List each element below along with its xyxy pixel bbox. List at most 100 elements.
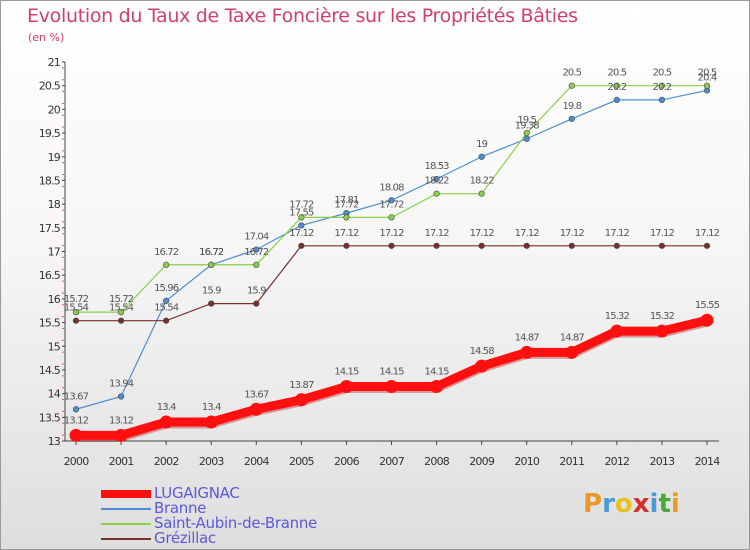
y-tick-label: 15.5 bbox=[39, 317, 61, 330]
data-label: 20.5 bbox=[608, 68, 627, 79]
data-label: 20.2 bbox=[608, 82, 627, 93]
data-label: 18.53 bbox=[425, 161, 450, 172]
data-point bbox=[523, 135, 530, 142]
data-point bbox=[117, 309, 125, 316]
data-label: 20.4 bbox=[698, 72, 717, 83]
y-tick-label: 13 bbox=[48, 435, 61, 448]
y-tick-label: 14.5 bbox=[39, 364, 61, 377]
data-label: 17.81 bbox=[334, 195, 359, 206]
legend-item: Saint-Aubin-de-Branne bbox=[101, 515, 317, 532]
data-label: 13.87 bbox=[289, 380, 314, 391]
data-label: 15.32 bbox=[605, 311, 630, 322]
data-point bbox=[520, 345, 534, 359]
data-point bbox=[388, 197, 395, 204]
data-point bbox=[163, 261, 170, 268]
data-point bbox=[700, 313, 714, 327]
x-tick-label: 2003 bbox=[199, 455, 225, 468]
legend-label: Branne bbox=[154, 499, 207, 517]
data-label: 17.12 bbox=[560, 228, 585, 239]
data-point bbox=[343, 214, 350, 221]
data-label: 20.5 bbox=[562, 68, 581, 79]
data-label: 13.94 bbox=[109, 378, 134, 389]
data-label: 13.67 bbox=[244, 389, 269, 400]
data-point bbox=[430, 380, 444, 394]
legend-swatch bbox=[101, 507, 151, 510]
logo-letter: i bbox=[649, 489, 659, 519]
y-tick-label: 18.5 bbox=[39, 174, 61, 187]
y-tick-label: 20.5 bbox=[39, 80, 61, 93]
series-grezillac bbox=[72, 242, 711, 324]
data-point bbox=[610, 324, 624, 338]
data-label: 17.72 bbox=[334, 199, 359, 210]
data-label: 17.12 bbox=[470, 228, 495, 239]
data-point bbox=[208, 261, 215, 268]
series-lugaignac bbox=[69, 313, 714, 442]
data-label: 16.72 bbox=[244, 247, 269, 258]
data-point bbox=[568, 115, 575, 122]
data-point bbox=[117, 317, 125, 324]
y-tick-label: 16 bbox=[48, 293, 61, 306]
x-tick-label: 2000 bbox=[64, 455, 90, 468]
data-point bbox=[343, 242, 350, 249]
x-tick-label: 2002 bbox=[154, 455, 179, 468]
data-point bbox=[72, 309, 80, 316]
data-point bbox=[478, 242, 485, 249]
data-point bbox=[298, 214, 305, 221]
data-label: 13.12 bbox=[64, 415, 89, 426]
data-label: 15.96 bbox=[154, 283, 179, 294]
data-point bbox=[114, 428, 128, 442]
data-point bbox=[163, 317, 170, 324]
data-label: 17.12 bbox=[334, 228, 359, 239]
data-label: 17.12 bbox=[289, 228, 314, 239]
data-label: 15.72 bbox=[109, 294, 134, 305]
proxiti-logo: Proxiti bbox=[583, 489, 680, 519]
x-tick-label: 2004 bbox=[244, 455, 270, 468]
y-tick-label: 19.5 bbox=[39, 127, 61, 140]
data-label: 20.5 bbox=[698, 68, 717, 79]
data-point bbox=[475, 359, 489, 373]
data-label: 15.54 bbox=[64, 303, 89, 314]
logo-letter: i bbox=[670, 489, 680, 519]
data-label: 17.12 bbox=[605, 228, 630, 239]
series-branne bbox=[72, 87, 711, 413]
data-point bbox=[613, 82, 620, 89]
x-tick-label: 2012 bbox=[604, 455, 629, 468]
y-tick-label: 21 bbox=[48, 56, 60, 69]
data-label: 14.87 bbox=[560, 332, 585, 343]
legend-swatch bbox=[101, 489, 151, 498]
data-label: 18.08 bbox=[379, 182, 404, 193]
data-label: 17.04 bbox=[244, 232, 269, 243]
data-point bbox=[159, 415, 173, 429]
data-label: 17.12 bbox=[515, 228, 540, 239]
data-label: 17.72 bbox=[289, 199, 314, 210]
data-label: 19.8 bbox=[562, 101, 581, 112]
data-point bbox=[703, 242, 711, 249]
data-label: 15.9 bbox=[202, 286, 221, 297]
data-point bbox=[568, 242, 575, 249]
data-point bbox=[565, 345, 579, 359]
data-point bbox=[613, 96, 620, 103]
x-tick-label: 2009 bbox=[469, 455, 495, 468]
data-label: 13.67 bbox=[64, 391, 89, 402]
y-tick-label: 19 bbox=[48, 151, 61, 164]
logo-letter: r bbox=[602, 489, 615, 519]
data-point bbox=[163, 297, 170, 304]
data-label: 17.12 bbox=[695, 228, 720, 239]
data-label: 16.72 bbox=[199, 247, 224, 258]
data-label: 14.15 bbox=[334, 367, 359, 378]
data-point bbox=[703, 82, 711, 89]
data-label: 15.32 bbox=[650, 311, 675, 322]
y-tick-label: 17 bbox=[48, 246, 61, 259]
data-point bbox=[253, 246, 260, 253]
data-point bbox=[433, 190, 440, 197]
series-saint-aubin-de-branne bbox=[72, 82, 711, 316]
data-point bbox=[658, 82, 666, 89]
data-point bbox=[568, 82, 575, 89]
legend-item: Grézillac bbox=[101, 530, 317, 547]
data-label: 13.4 bbox=[202, 402, 221, 413]
legend-item: Branne bbox=[101, 499, 317, 517]
legend-swatch bbox=[101, 537, 151, 540]
data-point bbox=[655, 324, 669, 338]
data-label: 17.12 bbox=[650, 228, 675, 239]
